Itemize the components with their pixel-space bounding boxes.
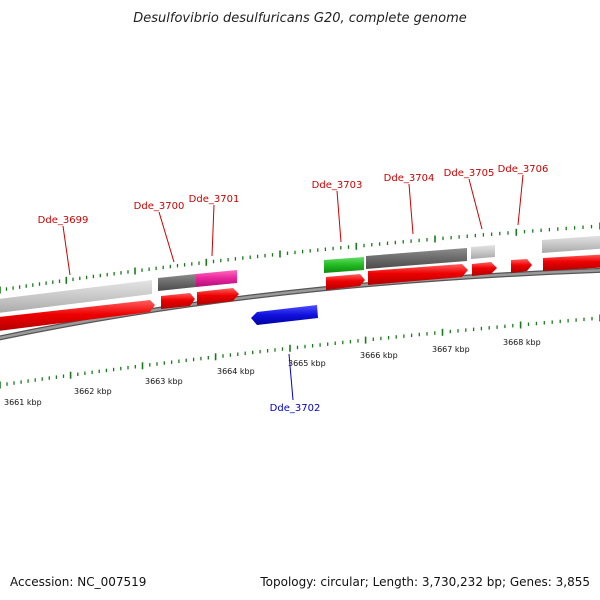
leader-3701 — [211, 204, 215, 257]
reverse-cds-track — [251, 305, 318, 325]
gene-label-3700[interactable]: Dde_3700 — [134, 201, 185, 212]
gene-label-3705[interactable]: Dde_3705 — [444, 168, 495, 179]
scale-label-3663: 3663 kbp — [145, 377, 183, 386]
cds-arrow-3706[interactable] — [511, 259, 532, 273]
gene-label-3706[interactable]: Dde_3706 — [498, 164, 549, 175]
gene-labels: Dde_3699 Dde_3700 Dde_3701 Dde_3702 Dde_… — [38, 164, 549, 414]
genome-backbone — [0, 267, 600, 341]
gene-label-3701[interactable]: Dde_3701 — [189, 194, 240, 205]
inner-tick-row — [0, 314, 600, 389]
scale-label-3668: 3668 kbp — [503, 338, 541, 347]
gene-label-3702[interactable]: Dde_3702 — [270, 403, 321, 414]
gene-label-3703[interactable]: Dde_3703 — [312, 180, 363, 191]
scale-label-3664: 3664 kbp — [217, 367, 255, 376]
leader-3700 — [158, 211, 175, 263]
leader-3706 — [517, 174, 524, 226]
leader-3705 — [468, 178, 483, 230]
feature-bar-3700[interactable] — [158, 274, 196, 291]
cds-arrow-next[interactable] — [543, 254, 600, 271]
scale-labels: 3661 kbp 3662 kbp 3663 kbp 3664 kbp 3665… — [4, 338, 541, 407]
cds-arrow-3705[interactable] — [472, 262, 497, 276]
feature-bar-3704[interactable] — [366, 248, 467, 269]
feature-bar-3705[interactable] — [471, 245, 495, 259]
leader-3704 — [408, 183, 414, 235]
forward-cds-track — [0, 254, 600, 332]
cds-arrow-3703[interactable] — [326, 274, 365, 290]
leader-3702 — [288, 353, 294, 401]
feature-bar-3701[interactable] — [196, 270, 237, 287]
accession-text: Accession: NC_007519 — [10, 575, 146, 589]
cds-arrow-3701[interactable] — [197, 288, 239, 305]
feature-track-upper — [0, 235, 600, 314]
feature-bar-3703[interactable] — [324, 257, 364, 273]
cds-arrow-3704[interactable] — [368, 264, 468, 285]
genome-summary-text: Topology: circular; Length: 3,730,232 bp… — [259, 575, 590, 589]
cds-arrow-3699[interactable] — [0, 300, 155, 332]
gene-label-3704[interactable]: Dde_3704 — [384, 173, 435, 184]
scale-label-3662: 3662 kbp — [74, 387, 112, 396]
scale-label-3666: 3666 kbp — [360, 351, 398, 360]
map-title: Desulfovibrio desulfuricans G20, complet… — [133, 11, 467, 26]
scale-label-3661: 3661 kbp — [4, 398, 42, 407]
scale-label-3667: 3667 kbp — [432, 345, 470, 354]
leader-3703 — [336, 190, 342, 243]
scale-label-3665: 3665 kbp — [288, 359, 326, 368]
leader-3699 — [62, 225, 71, 276]
feature-bar-3706[interactable] — [542, 235, 600, 253]
cds-arrow-3700[interactable] — [161, 293, 195, 309]
outer-tick-row — [0, 222, 600, 294]
cds-arrow-3702[interactable] — [251, 305, 318, 325]
feature-bar-3699[interactable] — [0, 280, 152, 314]
gene-label-3699[interactable]: Dde_3699 — [38, 215, 89, 226]
